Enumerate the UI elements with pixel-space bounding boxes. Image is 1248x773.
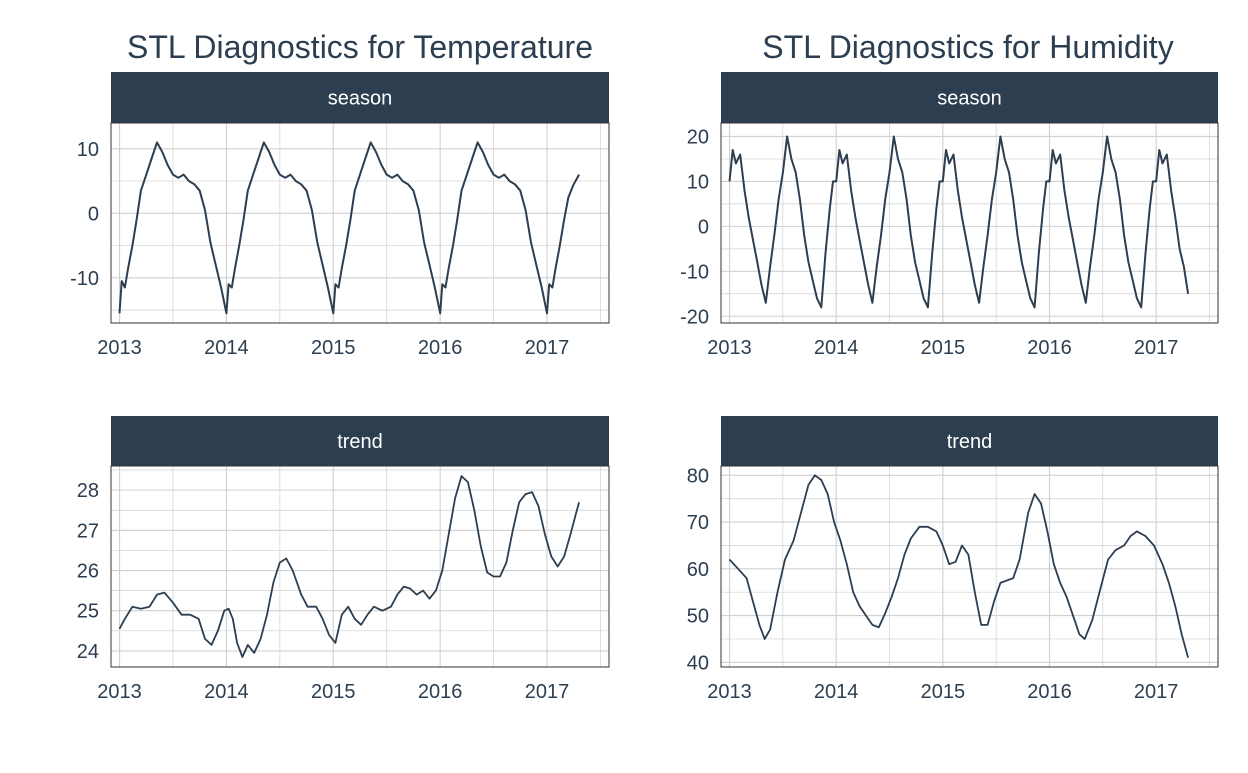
temperature-trend-x-tick-label: 2013 [97, 681, 142, 703]
chart-title-humidity: STL Diagnostics for Humidity [762, 29, 1174, 65]
humidity-trend-strip [721, 416, 1218, 466]
humidity-season-y-tick-label: -10 [680, 261, 709, 283]
humidity-trend-y-tick-label: 80 [687, 465, 709, 487]
humidity-trend-panel-border [720, 465, 1219, 668]
humidity-season-x-tick-label: 2016 [1027, 337, 1072, 359]
temperature-season-panel-border [110, 122, 610, 324]
temperature-trend-y-tick-label: 28 [77, 480, 99, 502]
humidity-season-series-line [728, 135, 1190, 309]
humidity-trend-x-tick-label: 2014 [814, 681, 859, 703]
humidity-trend-strip-label: trend [947, 431, 993, 453]
temperature-trend-y-tick-label: 24 [77, 641, 99, 663]
humidity-trend-panel: trend 40 50 60 70 80 2013 2014 2015 2016 2017 [687, 416, 1219, 703]
humidity-trend-y-tick-label: 60 [687, 559, 709, 581]
temperature-trend-strip-label: trend [337, 431, 383, 453]
humidity-season-x-tick-label: 2017 [1134, 337, 1179, 359]
temperature-season-x-tick-label: 2013 [97, 337, 142, 359]
humidity-trend-series-line [728, 474, 1189, 658]
humidity-trend-y-tick-label: 50 [687, 606, 709, 628]
temperature-trend-y-tick-label: 25 [77, 601, 99, 623]
humidity-season-panel: season -20 -10 0 10 20 2013 2014 2015 2016 2017 [680, 72, 1219, 359]
humidity-trend-x-tick-label: 2015 [921, 681, 966, 703]
temperature-season-y-tick-label: -10 [70, 268, 99, 290]
humidity-trend-x-tick-label: 2017 [1134, 681, 1179, 703]
temperature-trend-x-tick-label: 2016 [418, 681, 463, 703]
humidity-season-x-tick-label: 2015 [921, 337, 966, 359]
temperature-trend-x-tick-label: 2017 [525, 681, 570, 703]
humidity-season-y-tick-label: 20 [687, 126, 709, 148]
humidity-trend-y-tick-label: 70 [687, 512, 709, 534]
temperature-trend-panel-border [110, 465, 610, 668]
humidity-trend-x-tick-label: 2013 [707, 681, 752, 703]
humidity-season-y-tick-label: 0 [698, 216, 709, 238]
chart-title-temperature: STL Diagnostics for Temperature [127, 29, 593, 65]
temperature-season-y-tick-label: 10 [77, 139, 99, 161]
humidity-season-x-tick-label: 2014 [814, 337, 859, 359]
temperature-trend-panel: trend 24 25 26 27 28 2013 2014 2015 2016 2017 [77, 416, 610, 703]
temperature-season-x-tick-label: 2015 [311, 337, 356, 359]
temperature-season-x-tick-label: 2017 [525, 337, 570, 359]
humidity-season-strip [721, 72, 1218, 123]
temperature-trend-x-tick-label: 2015 [311, 681, 356, 703]
humidity-season-x-tick-label: 2013 [707, 337, 752, 359]
temperature-season-strip [111, 72, 609, 123]
temperature-trend-series-line [118, 475, 580, 658]
temperature-trend-y-tick-label: 26 [77, 561, 99, 583]
humidity-season-panel-border [720, 122, 1219, 324]
temperature-season-panel: season -10 0 10 2013 2014 2015 2016 2017 [70, 72, 610, 359]
humidity-season-y-tick-label: -20 [680, 306, 709, 328]
temperature-trend-strip [111, 416, 609, 466]
temperature-season-x-tick-label: 2016 [418, 337, 463, 359]
humidity-trend-x-tick-label: 2016 [1027, 681, 1072, 703]
temperature-trend-x-tick-label: 2014 [204, 681, 249, 703]
temperature-season-y-tick-label: 0 [88, 203, 99, 225]
temperature-season-x-tick-label: 2014 [204, 337, 249, 359]
humidity-season-strip-label: season [937, 88, 1002, 110]
humidity-trend-y-tick-label: 40 [687, 652, 709, 674]
temperature-season-series-line [118, 141, 580, 315]
temperature-trend-y-tick-label: 27 [77, 520, 99, 542]
temperature-season-strip-label: season [328, 88, 393, 110]
humidity-season-y-tick-label: 10 [687, 171, 709, 193]
